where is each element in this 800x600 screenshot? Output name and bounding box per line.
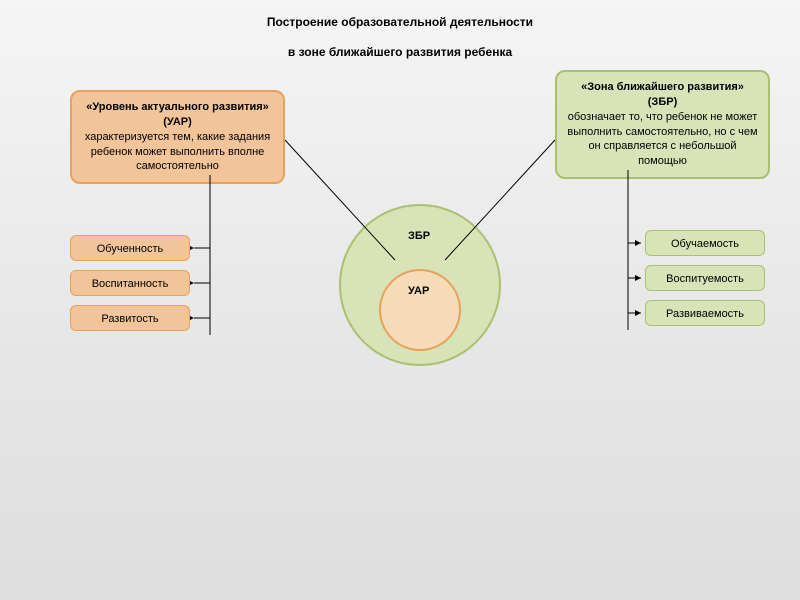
uar-item-0: Обученность: [70, 235, 190, 261]
zbr-item-0: Обучаемость: [645, 230, 765, 256]
uar-item-1: Воспитанность: [70, 270, 190, 296]
uar-circle-label: УАР: [408, 285, 429, 297]
page-title-line1: Построение образовательной деятельности: [0, 15, 800, 29]
uar-item-2: Развитость: [70, 305, 190, 331]
uar-definition-box: «Уровень актуального развития» (УАР) хар…: [70, 90, 285, 184]
page-title-line2: в зоне ближайшего развития ребенка: [0, 45, 800, 59]
uar-definition-title: «Уровень актуального развития» (УАР): [82, 100, 273, 130]
zbr-circle-label: ЗБР: [408, 230, 430, 242]
zbr-item-1: Воспитуемость: [645, 265, 765, 291]
zbr-definition-box: «Зона ближайшего развития» (ЗБР) обознач…: [555, 70, 770, 179]
zbr-definition-title: «Зона ближайшего развития» (ЗБР): [567, 80, 758, 110]
uar-definition-desc: характеризуется тем, какие задания ребен…: [85, 131, 270, 173]
zbr-item-2: Развиваемость: [645, 300, 765, 326]
zbr-definition-desc: обозначает то, что ребенок не может выпо…: [567, 111, 757, 168]
